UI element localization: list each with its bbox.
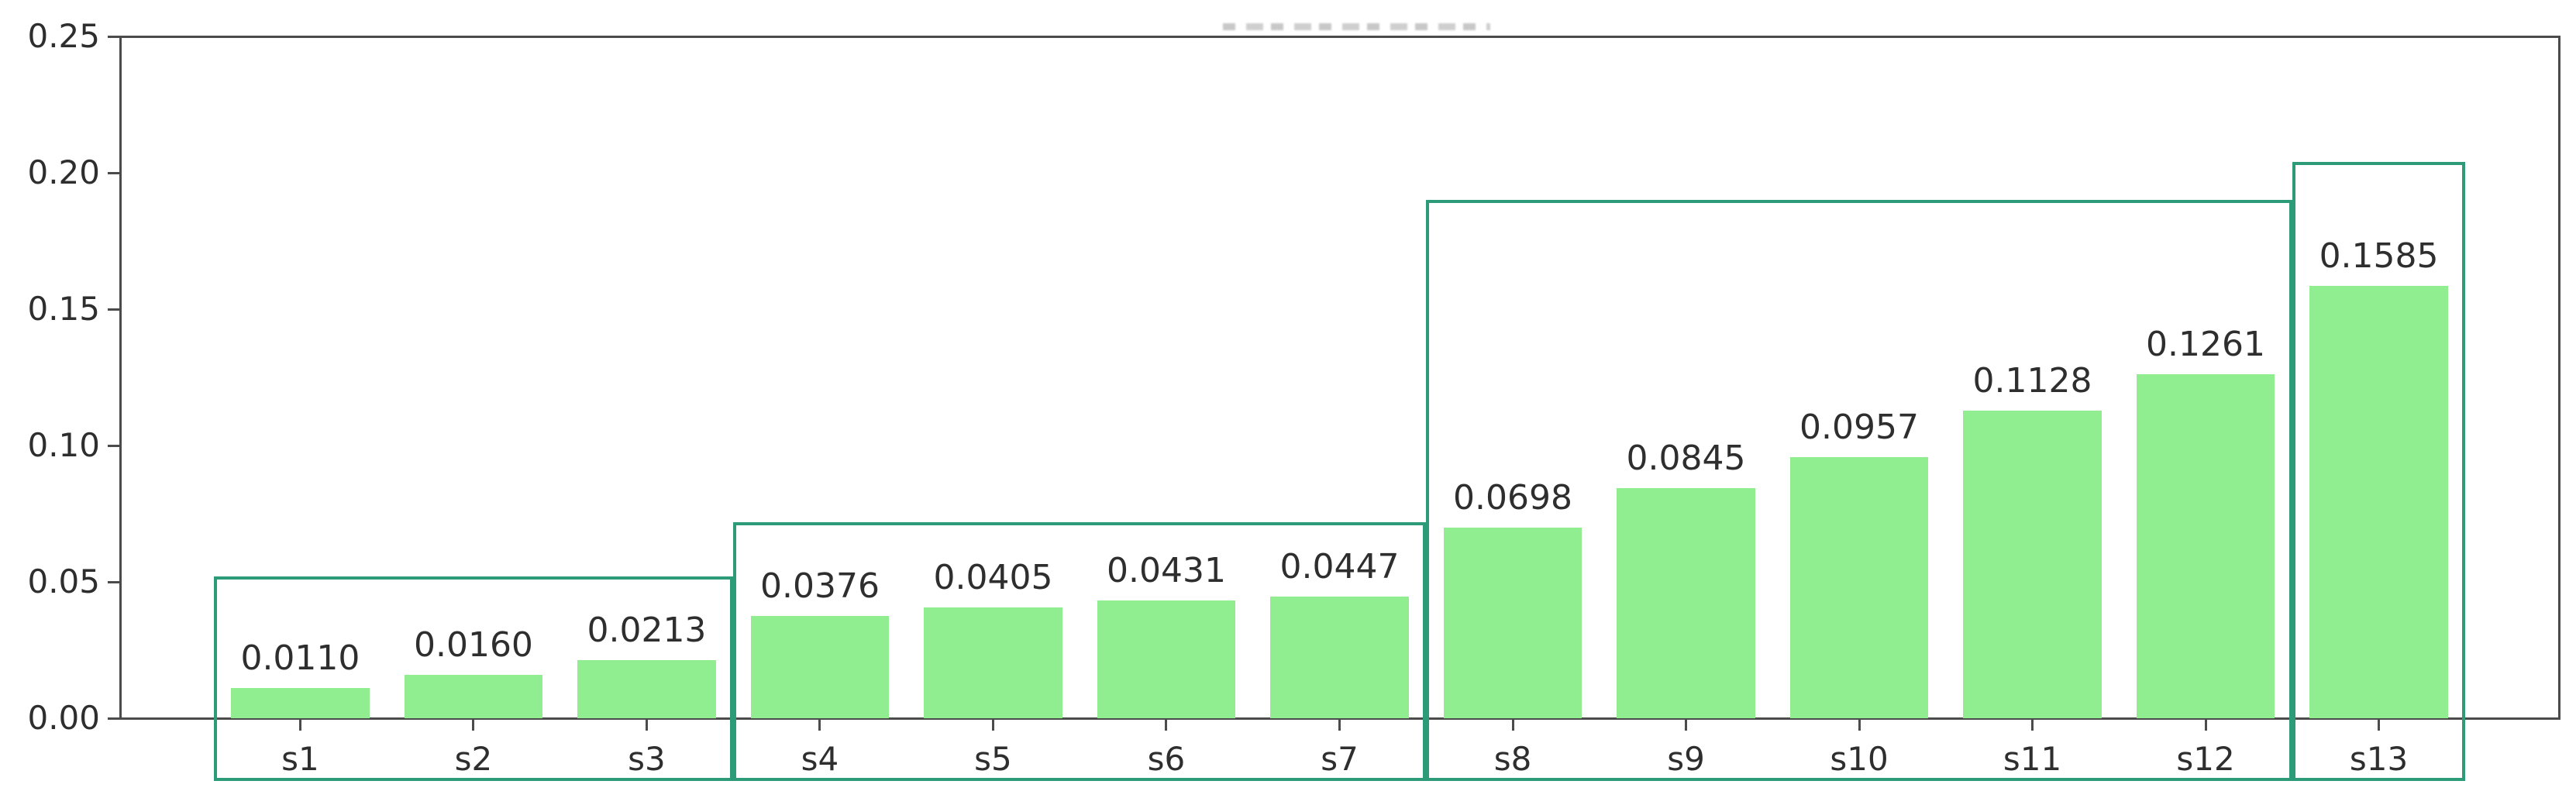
y-axis-tick-mark <box>108 308 120 311</box>
group-box <box>733 521 1427 781</box>
y-axis-tick-mark <box>108 35 120 38</box>
x-axis-tick-mark <box>2378 718 2381 731</box>
bar <box>2136 374 2275 718</box>
bar <box>1963 410 2102 718</box>
bar <box>1443 528 1582 718</box>
y-axis-tick-label: 0.25 <box>27 17 100 55</box>
x-axis-tick-mark <box>818 718 821 731</box>
bar <box>231 688 370 718</box>
bar <box>924 607 1062 718</box>
bar <box>1789 457 1929 718</box>
x-axis-tick-mark <box>1685 718 1688 731</box>
x-axis-tick-mark <box>1165 718 1168 731</box>
bar <box>577 660 716 718</box>
y-axis-tick-mark <box>108 171 120 174</box>
x-axis-tick-mark <box>2204 718 2207 731</box>
bar-value-label: 0.0213 <box>587 611 707 651</box>
x-axis-tick-label: s4 <box>801 740 839 778</box>
bar-value-label: 0.0447 <box>1279 546 1400 587</box>
bar <box>1617 487 1755 718</box>
y-axis-tick-label: 0.05 <box>27 562 100 600</box>
x-axis-tick-label: s8 <box>1493 740 1532 778</box>
x-axis-tick-label: s6 <box>1147 740 1186 778</box>
y-axis-tick-label: 0.10 <box>27 426 100 464</box>
x-axis-tick-mark <box>1858 718 1861 731</box>
bar <box>404 674 543 718</box>
x-axis-tick-label: s2 <box>454 740 493 778</box>
bar-value-label: 0.1128 <box>1972 360 2092 401</box>
x-axis-tick-mark <box>298 718 301 731</box>
y-axis-tick-label: 0.00 <box>27 699 100 737</box>
x-axis-tick-label: s3 <box>628 740 666 778</box>
y-axis-tick-mark <box>108 580 120 583</box>
x-axis-tick-label: s5 <box>974 740 1012 778</box>
x-axis-tick-label: s11 <box>2003 740 2062 778</box>
x-axis-tick-mark <box>1511 718 1514 731</box>
x-axis-tick-mark <box>472 718 475 731</box>
cropped-title-fragment <box>1223 23 1490 30</box>
x-axis-tick-mark <box>2031 718 2034 731</box>
x-axis-tick-label: s1 <box>281 740 319 778</box>
bar-value-label: 0.0110 <box>240 638 360 679</box>
bar-value-label: 0.0698 <box>1453 478 1572 518</box>
group-box <box>1426 200 2292 781</box>
bar-value-label: 0.0160 <box>413 624 533 665</box>
bar <box>1097 600 1236 718</box>
x-axis-tick-label: s10 <box>1830 740 1889 778</box>
bar-value-label: 0.1261 <box>2146 325 2266 365</box>
bar <box>1270 596 1409 718</box>
x-axis-tick-label: s13 <box>2349 740 2409 778</box>
y-axis-tick-mark <box>108 717 120 720</box>
group-box <box>2292 161 2466 781</box>
bar-value-label: 0.0405 <box>933 558 1053 598</box>
y-axis-tick-label: 0.20 <box>27 153 100 191</box>
bar <box>750 615 890 718</box>
y-axis-tick-label: 0.15 <box>27 290 100 328</box>
y-axis-tick-mark <box>108 444 120 447</box>
x-axis-tick-label: s7 <box>1321 740 1359 778</box>
x-axis-tick-mark <box>991 718 994 731</box>
group-box <box>213 576 734 781</box>
x-axis-tick-label: s12 <box>2176 740 2235 778</box>
bar-value-label: 0.0376 <box>759 566 880 606</box>
bar-value-label: 0.1585 <box>2319 236 2439 277</box>
bar-value-label: 0.0845 <box>1626 438 1746 478</box>
bar-value-label: 0.0431 <box>1107 551 1226 591</box>
bar-value-label: 0.0957 <box>1799 408 1919 448</box>
bar <box>2309 286 2448 718</box>
x-axis-tick-mark <box>645 718 648 731</box>
x-axis-tick-label: s9 <box>1667 740 1705 778</box>
x-axis-tick-mark <box>1338 718 1341 731</box>
